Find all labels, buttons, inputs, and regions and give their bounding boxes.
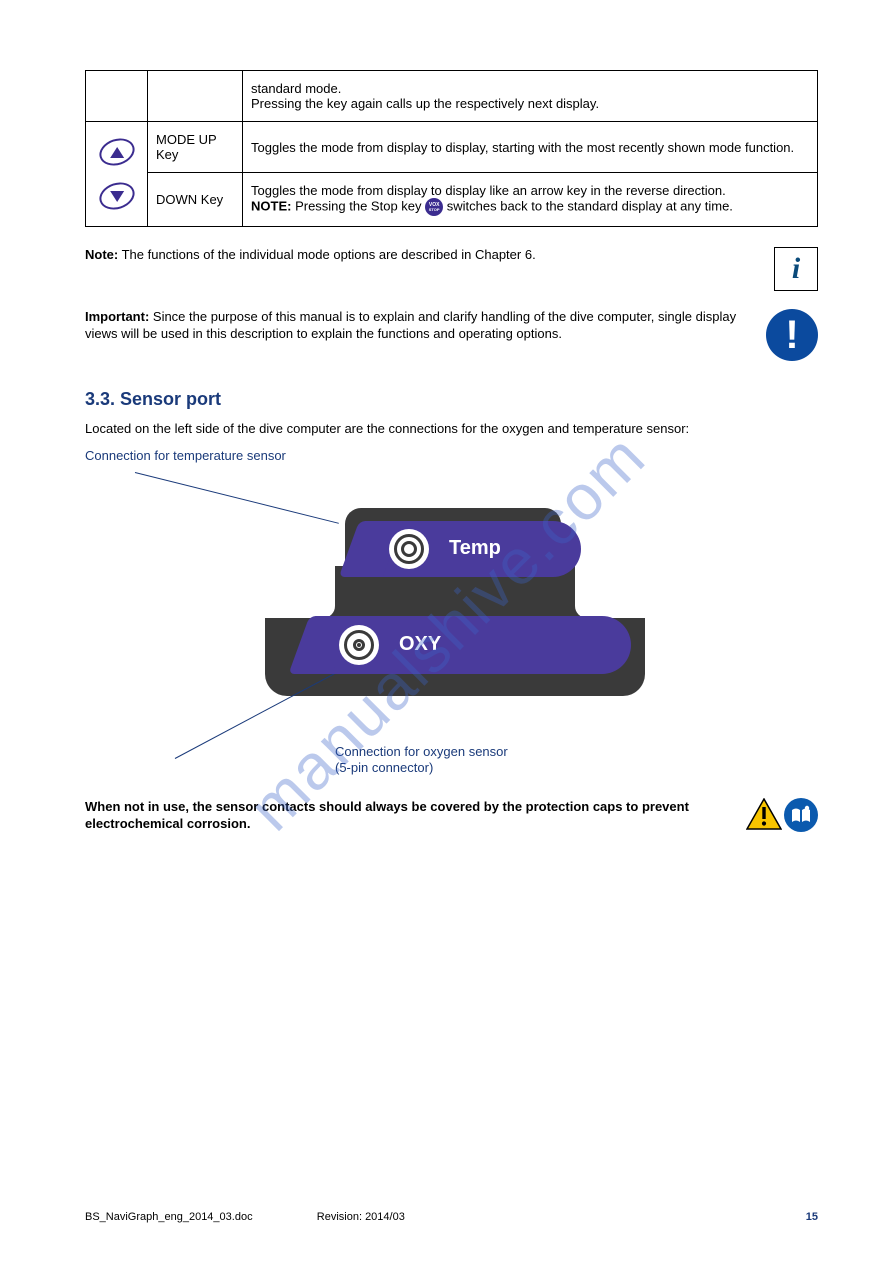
device-figure-body: Temp OXY (265, 508, 645, 698)
table-row: MODE UP Key Toggles the mode from displa… (86, 122, 818, 173)
warning-triangle-icon (746, 798, 782, 830)
warning-icons-group (746, 798, 818, 832)
device-cutout (575, 564, 649, 618)
temp-pill-label: Temp (449, 537, 501, 560)
temp-socket-icon (389, 529, 429, 569)
page-footer: BS_NaviGraph_eng_2014_03.doc Revision: 2… (85, 1211, 818, 1223)
callout-oxy-l2: (5-pin connector) (335, 760, 433, 775)
callout-oxy-l1: Connection for oxygen sensor (335, 744, 508, 759)
note1-lead: Note: (85, 247, 118, 262)
footer-left: BS_NaviGraph_eng_2014_03.doc (85, 1211, 253, 1223)
sensor-port-figure: Connection for temperature sensor Temp O… (85, 448, 818, 788)
info-icon: i (774, 247, 818, 291)
callout-oxy-label: Connection for oxygen sensor (5-pin conn… (335, 744, 508, 778)
note1-body: The functions of the individual mode opt… (118, 247, 535, 262)
row2-note-a: Pressing the Stop key (295, 198, 425, 213)
table-row: DOWN Key Toggles the mode from display t… (86, 173, 818, 227)
row2-note-b: switches back to the standard display at… (447, 198, 733, 213)
section-body-text: Located on the left side of the dive com… (85, 420, 818, 438)
important-lead: Important: (85, 309, 149, 324)
section-heading: 3.3. Sensor port (85, 389, 818, 410)
key-desc-cell: Toggles the mode from display to display… (243, 122, 818, 173)
note-row-important: Important: Since the purpose of this man… (85, 309, 818, 361)
temp-port-pill: Temp (371, 521, 581, 577)
mode-up-icon (99, 139, 135, 165)
row0-line2: Pressing the key again calls up the resp… (251, 96, 599, 111)
footer-right: Revision: 2014/03 (317, 1211, 405, 1223)
read-manual-icon (784, 798, 818, 832)
oxy-port-pill: OXY (321, 616, 631, 674)
key-name-cell (148, 71, 243, 122)
key-desc-cell: standard mode. Pressing the key again ca… (243, 71, 818, 122)
key-icon-cell (86, 71, 148, 122)
key-name-cell: DOWN Key (148, 173, 243, 227)
down-icon (95, 178, 137, 214)
key-icon-cell (86, 122, 148, 227)
exclamation-icon: ! (766, 309, 818, 361)
oxy-pill-label: OXY (399, 633, 441, 656)
vox-stop-icon: VOXSTOP (425, 198, 443, 216)
callout-temp-label: Connection for temperature sensor (85, 448, 286, 465)
key-name-cell: MODE UP Key (148, 122, 243, 173)
note-info-text: Note: The functions of the individual mo… (85, 247, 774, 264)
row2-note-lead: NOTE: (251, 198, 295, 213)
device-cutout (261, 564, 335, 618)
warning-text: When not in use, the sensor contacts sho… (85, 798, 746, 833)
important-text: Important: Since the purpose of this man… (85, 309, 766, 343)
table-row: standard mode. Pressing the key again ca… (86, 71, 818, 122)
oxy-socket-icon (339, 625, 379, 665)
note-row-info: Note: The functions of the individual mo… (85, 247, 818, 291)
controls-table: standard mode. Pressing the key again ca… (85, 70, 818, 227)
important-body: Since the purpose of this manual is to e… (85, 309, 736, 341)
page-number: 15 (806, 1211, 818, 1223)
warning-row: When not in use, the sensor contacts sho… (85, 798, 818, 833)
row0-line1: standard mode. (251, 81, 341, 96)
key-desc-cell: Toggles the mode from display to display… (243, 173, 818, 227)
row2-line1: Toggles the mode from display to display… (251, 183, 726, 198)
